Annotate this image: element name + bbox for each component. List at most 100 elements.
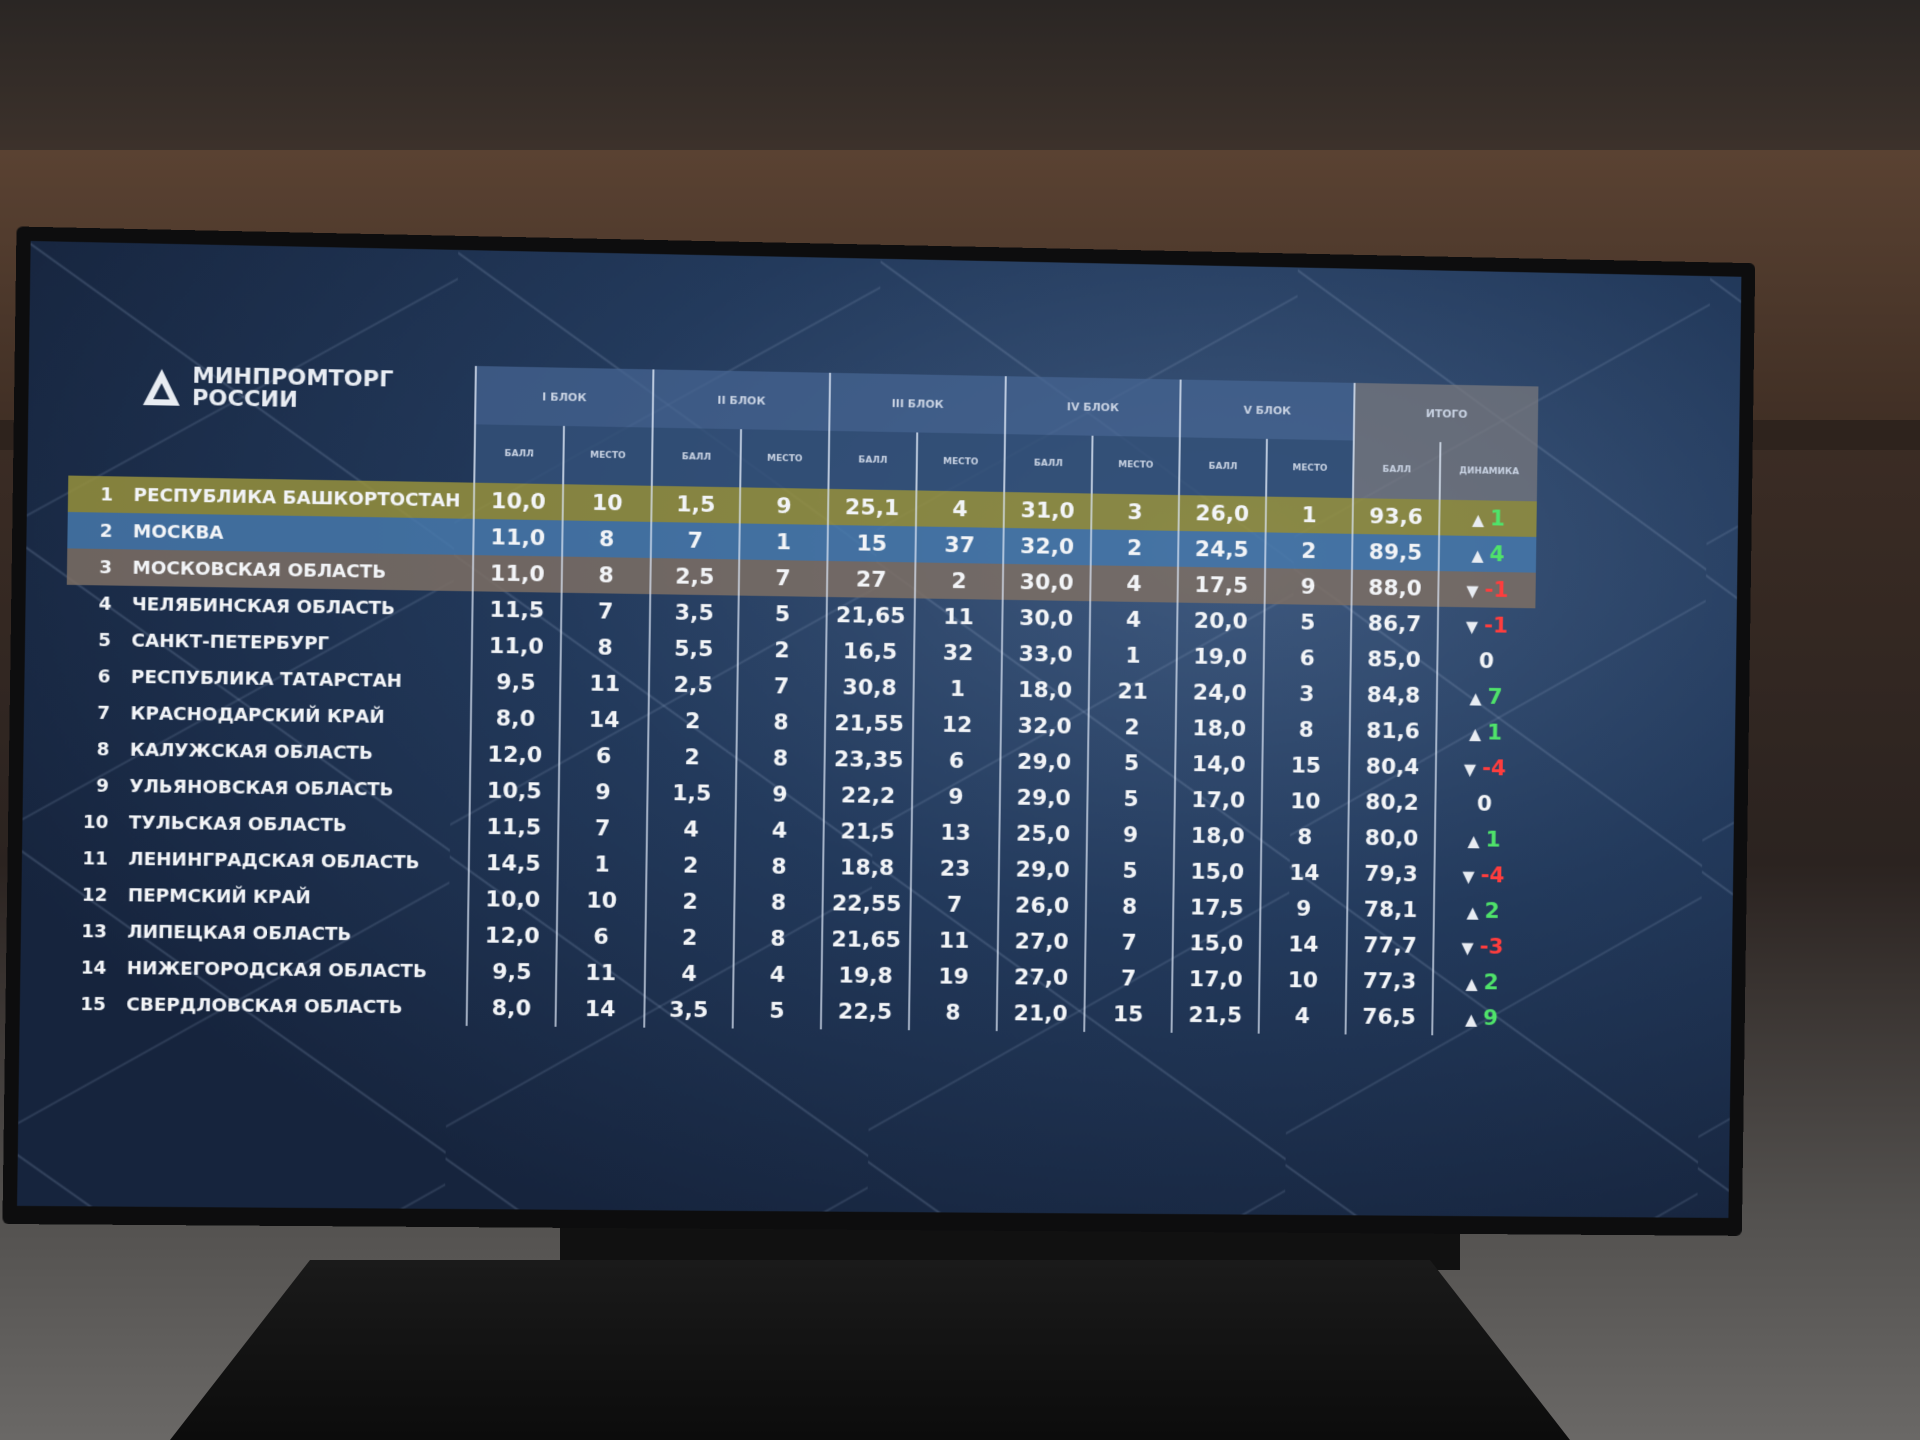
cell: 25,0 [999,815,1088,853]
cell: 25,1 [827,488,917,527]
cell: 3,5 [644,991,734,1029]
cell: 27,0 [997,959,1086,997]
cell: 32,0 [1000,707,1089,745]
trend-arrow: ▼ [1461,937,1474,957]
cell: 14 [559,701,649,739]
cell: 30,8 [825,669,914,707]
dynamics: ▲ 4 [1438,535,1537,573]
dynamics: ▲ 1 [1434,821,1533,858]
cell: 5 [1087,780,1176,818]
cell: 15 [1084,996,1173,1033]
rank: 12 [81,884,108,906]
group-header: I БЛОК [475,365,654,428]
dynamics-value: -1 [1484,577,1509,603]
dynamics-value: -3 [1479,934,1504,960]
cell: 11,0 [473,518,563,557]
rank: 14 [80,956,107,979]
cell: 84,8 [1350,676,1438,714]
subheader: МЕСТО [1091,435,1180,496]
cell: 11,5 [472,591,562,629]
group-header: ИТОГО [1353,382,1539,444]
cell: 4 [1089,601,1178,639]
dynamics-value: 1 [1486,720,1503,746]
trend-arrow: ▼ [1462,866,1475,886]
trend-arrow: ▲ [1471,509,1485,529]
cell: 8 [736,739,825,778]
cell: 8 [1261,818,1349,856]
rating-table: I БЛОК II БЛОК III БЛОК IV БЛОК V БЛОК ИТОГО … [61,358,1539,1037]
cell: 4 [646,810,736,849]
cell: 2 [1088,708,1177,746]
dynamics: ▼ -1 [1437,606,1536,644]
cell: 2 [646,847,736,885]
cell: 7 [738,559,828,597]
cell: 19,8 [821,957,910,995]
cell: 77,7 [1346,927,1434,964]
region-name: ЛЕНИНГРАДСКАЯ ОБЛАСТЬ [128,848,420,873]
rank: 2 [67,511,117,550]
rank: 10 [82,811,109,833]
monitor-foot [170,1260,1570,1440]
cell: 9 [911,778,1001,816]
region-name: ПЕРМСКИЙ КРАЙ [127,884,312,908]
cell: 6 [559,737,649,775]
cell: 9 [558,773,648,811]
cell: 10 [1261,782,1350,820]
cell: 5,5 [649,630,739,668]
cell: 1,5 [651,485,741,524]
cell: 3,5 [649,594,739,632]
cell: 81,6 [1349,712,1437,750]
rank: 9 [95,774,110,797]
cell: 8,0 [466,989,557,1027]
cell: 15,0 [1172,925,1261,963]
cell: 8 [733,920,823,958]
dynamics: ▼ -3 [1433,928,1531,965]
cell: 19,0 [1176,638,1265,676]
subheader: БАЛЛ [1179,437,1267,497]
cell: 11 [909,922,999,960]
cell: 8 [734,848,824,886]
cell: 2 [647,738,737,776]
region-name: КАЛУЖСКАЯ ОБЛАСТЬ [129,739,373,764]
cell: 11,5 [469,808,559,846]
logo: МИНПРОМТОРГ РОССИИ [141,364,394,414]
cell: 31,0 [1003,491,1092,530]
cell: 7 [737,667,826,706]
cell: 1 [1089,637,1178,675]
dynamics: ▼ -4 [1434,856,1532,894]
dynamics-value: 0 [1478,648,1495,674]
cell: 12,0 [467,917,558,955]
cell: 4 [1258,997,1347,1035]
cell: 14,0 [1175,745,1263,783]
cell: 1 [739,523,828,561]
cell: 12,0 [470,736,560,774]
dynamics-value: 0 [1476,791,1493,817]
dynamics-value: 9 [1482,1005,1499,1031]
cell: 7 [1085,924,1174,962]
dynamics: ▲ 2 [1432,963,1531,1001]
region-name: УЛЬЯНОВСКАЯ ОБЛАСТЬ [129,775,394,801]
cell: 9 [739,487,829,525]
group-header: V БЛОК [1179,379,1355,441]
region-name: СВЕРДЛОВСКАЯ ОБЛАСТЬ [126,993,403,1018]
cell: 33,0 [1001,635,1090,673]
cell: 1 [557,845,647,884]
cell: 21,65 [826,596,915,635]
cell: 16,5 [825,633,915,671]
monitor: МИНПРОМТОРГ РОССИИ I БЛОК II БЛОК III БЛОК… [2,226,1756,1236]
cell: 18,8 [822,849,912,887]
cell: 2 [648,702,738,740]
trend-arrow: ▲ [1466,902,1479,922]
rank: 1 [67,475,118,513]
cell: 9,5 [471,663,561,702]
cell: 2 [1265,532,1353,570]
cell: 80,0 [1348,819,1436,857]
trend-arrow: ▼ [1463,759,1477,779]
dynamics: ▼ -4 [1435,749,1534,787]
cell: 21,55 [824,705,914,743]
cell: 77,3 [1346,962,1434,1000]
cell: 11,0 [471,627,562,666]
cell: 12 [912,706,1002,744]
cell: 23 [910,850,1000,888]
